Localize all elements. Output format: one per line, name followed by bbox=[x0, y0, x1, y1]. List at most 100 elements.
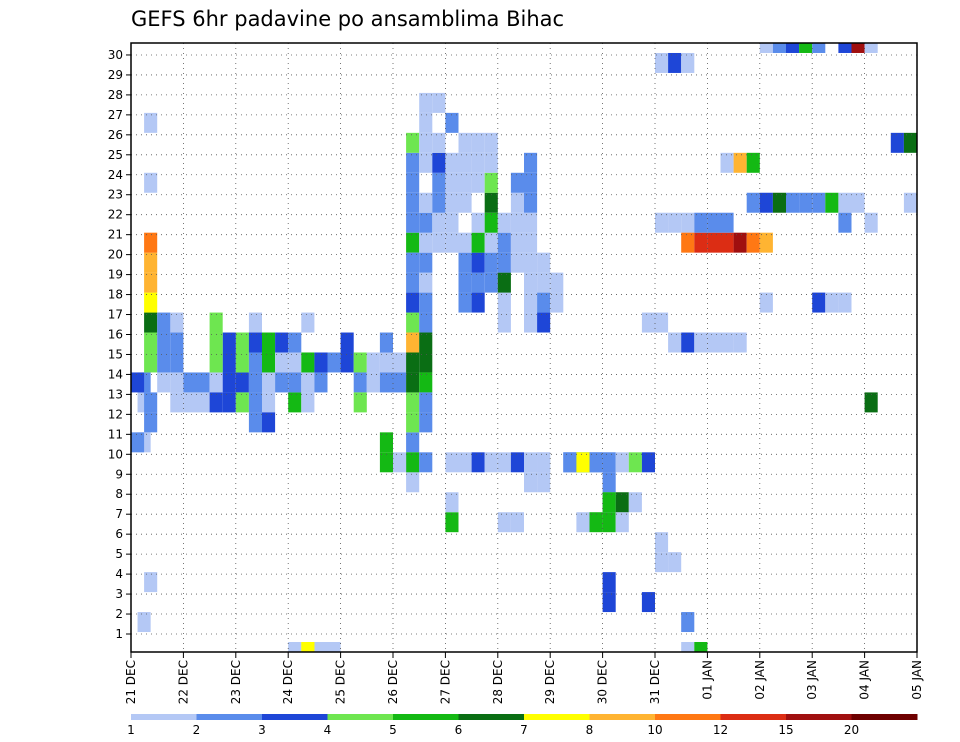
heatmap-cell bbox=[602, 572, 616, 593]
heatmap-cell bbox=[275, 372, 289, 393]
heatmap-cell bbox=[786, 192, 800, 213]
colorbar-label: 8 bbox=[586, 723, 594, 737]
heatmap-cell bbox=[524, 152, 538, 173]
heatmap-cell bbox=[720, 332, 734, 353]
heatmap-cell bbox=[759, 192, 773, 213]
heatmap-cell bbox=[419, 212, 433, 233]
y-tick-label: 12 bbox=[108, 407, 123, 421]
heatmap-cell bbox=[144, 572, 158, 593]
heatmap-cell bbox=[471, 452, 485, 473]
heatmap-cell bbox=[602, 512, 616, 533]
heatmap-cell bbox=[641, 452, 655, 473]
heatmap-cell bbox=[550, 292, 564, 313]
heatmap-cell bbox=[406, 232, 420, 253]
heatmap-cell bbox=[419, 152, 433, 173]
heatmap-cell bbox=[615, 492, 629, 513]
heatmap-cell bbox=[681, 232, 695, 253]
heatmap-cell bbox=[471, 272, 485, 293]
heatmap-cell bbox=[628, 492, 642, 513]
heatmap-cell bbox=[497, 452, 511, 473]
heatmap-cell bbox=[419, 392, 433, 413]
heatmap-cell bbox=[248, 332, 262, 353]
heatmap-cell bbox=[144, 352, 158, 373]
heatmap-cell bbox=[864, 392, 878, 413]
heatmap-cell bbox=[235, 372, 249, 393]
heatmap-cell bbox=[458, 292, 472, 313]
heatmap-cell bbox=[144, 312, 158, 333]
heatmap-cell bbox=[497, 292, 511, 313]
heatmap-cell bbox=[353, 392, 367, 413]
heatmap-cell bbox=[406, 312, 420, 333]
heatmap-cell bbox=[209, 312, 223, 333]
heatmap-cell bbox=[419, 132, 433, 153]
heatmap-cell bbox=[759, 43, 773, 53]
colorbar-label: 15 bbox=[778, 723, 793, 737]
x-tick-label: 02 JAN bbox=[753, 660, 767, 700]
heatmap-cell bbox=[393, 352, 407, 373]
colorbar-label: 1 bbox=[127, 723, 135, 737]
y-tick-label: 16 bbox=[108, 328, 123, 342]
heatmap-cell bbox=[144, 272, 158, 293]
heatmap-cell bbox=[851, 192, 865, 213]
heatmap-cell bbox=[903, 132, 917, 153]
x-tick-label: 26 DEC bbox=[386, 660, 400, 704]
heatmap-cell bbox=[170, 352, 184, 373]
heatmap-cell bbox=[406, 392, 420, 413]
heatmap-cell bbox=[222, 352, 236, 373]
y-tick-label: 23 bbox=[108, 188, 123, 202]
heatmap-cell bbox=[720, 232, 734, 253]
heatmap-cell bbox=[484, 172, 498, 193]
heatmap-cell bbox=[393, 452, 407, 473]
heatmap-cell bbox=[615, 452, 629, 473]
heatmap-cell bbox=[445, 492, 459, 513]
colorbar-label: 6 bbox=[455, 723, 463, 737]
heatmap-cell bbox=[432, 232, 446, 253]
heatmap-cell bbox=[419, 312, 433, 333]
heatmap-cell bbox=[235, 352, 249, 373]
heatmap-cell bbox=[406, 412, 420, 433]
heatmap-cell bbox=[379, 432, 393, 453]
heatmap-cell bbox=[248, 372, 262, 393]
heatmap-cell bbox=[275, 332, 289, 353]
heatmap-cell bbox=[314, 372, 328, 393]
y-tick-label: 20 bbox=[108, 248, 123, 262]
y-tick-label: 30 bbox=[108, 48, 123, 62]
heatmap-cell bbox=[445, 512, 459, 533]
heatmap-cell bbox=[484, 252, 498, 273]
heatmap-cell bbox=[524, 292, 538, 313]
heatmap-cell bbox=[445, 232, 459, 253]
heatmap-cell bbox=[327, 352, 341, 373]
heatmap-cell bbox=[419, 452, 433, 473]
heatmap-cell bbox=[864, 43, 878, 53]
heatmap-cell bbox=[799, 43, 813, 53]
colorbar-swatch bbox=[786, 714, 852, 720]
heatmap-cell bbox=[484, 212, 498, 233]
heatmap-cell bbox=[262, 412, 276, 433]
plot-frame bbox=[130, 42, 918, 653]
x-tick-label: 24 DEC bbox=[281, 660, 295, 704]
heatmap-cell bbox=[825, 192, 839, 213]
heatmap-cell bbox=[497, 512, 511, 533]
heatmap-cell bbox=[262, 352, 276, 373]
heatmap-cell bbox=[484, 232, 498, 253]
heatmap-cell bbox=[209, 392, 223, 413]
heatmap-cell bbox=[786, 43, 800, 53]
heatmap-cell bbox=[510, 192, 524, 213]
colorbar-swatch bbox=[196, 714, 263, 720]
colorbar-label: 5 bbox=[389, 723, 397, 737]
heatmap-cell bbox=[170, 312, 184, 333]
x-tick-label: 25 DEC bbox=[334, 660, 348, 704]
heatmap-cell bbox=[655, 212, 669, 233]
heatmap-cell bbox=[406, 152, 420, 173]
heatmap-cell bbox=[419, 332, 433, 353]
heatmap-cell bbox=[406, 132, 420, 153]
y-tick-label: 3 bbox=[115, 587, 123, 601]
heatmap-cell bbox=[759, 232, 773, 253]
heatmap-cell bbox=[445, 152, 459, 173]
heatmap-cell bbox=[510, 252, 524, 273]
heatmap-cell bbox=[537, 312, 551, 333]
heatmap-cell bbox=[327, 642, 341, 652]
y-tick-label: 14 bbox=[108, 367, 123, 381]
heatmap-cell bbox=[379, 332, 393, 353]
y-tick-label: 19 bbox=[108, 268, 123, 282]
